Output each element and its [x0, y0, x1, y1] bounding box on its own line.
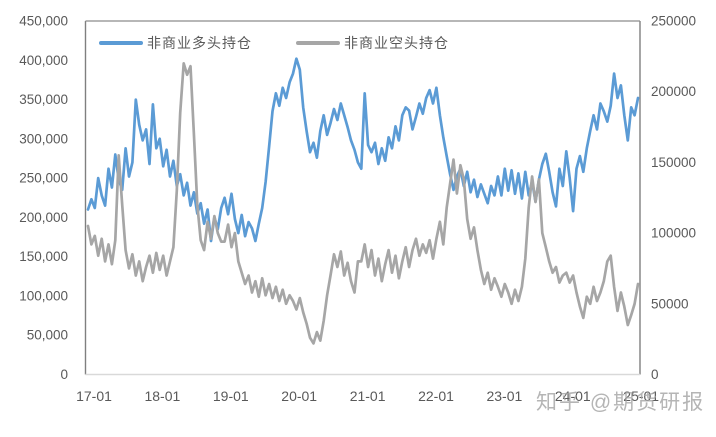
- right-axis-tick-label: 200000: [651, 84, 696, 99]
- legend-label: 非商业多头持仓: [147, 35, 252, 51]
- x-axis-tick-label: 25-01: [623, 388, 659, 404]
- watermark: 知乎 @期货研报: [536, 391, 706, 414]
- legend-label: 非商业空头持仓: [344, 35, 449, 51]
- x-axis-tick-label: 21-01: [350, 388, 386, 404]
- right-axis-tick-label: 100000: [651, 226, 696, 241]
- left-axis-tick-label: 100,000: [19, 288, 68, 303]
- right-axis-tick-label: 50000: [651, 296, 689, 311]
- legend-item-short: 非商业空头持仓: [296, 33, 449, 53]
- left-axis-tick-label: 300,000: [19, 131, 68, 146]
- legend-marker-short: [296, 41, 340, 45]
- left-axis-tick-label: 200,000: [19, 210, 68, 225]
- x-axis-tick-label: 24-01: [555, 388, 591, 404]
- left-axis-tick-label: 250,000: [19, 171, 68, 186]
- legend-marker-long: [99, 41, 143, 45]
- x-axis-tick-label: 20-01: [281, 388, 317, 404]
- left-axis-tick-label: 400,000: [19, 53, 68, 68]
- short-positions-line: [86, 62, 640, 345]
- left-axis-tick-label: 350,000: [19, 92, 68, 107]
- legend: 非商业多头持仓 非商业空头持仓: [99, 33, 449, 53]
- left-axis-tick-label: 450,000: [19, 14, 68, 29]
- x-axis-tick-label: 17-01: [76, 388, 112, 404]
- x-axis-tick-label: 23-01: [486, 388, 522, 404]
- right-axis-tick-label: 250000: [651, 14, 696, 29]
- x-axis-tick-label: 18-01: [144, 388, 180, 404]
- left-axis-tick-label: 150,000: [19, 249, 68, 264]
- right-axis-tick-label: 0: [651, 367, 659, 382]
- left-axis-tick-label: 0: [60, 367, 68, 382]
- long-positions-line: [86, 57, 640, 243]
- right-axis-tick-label: 150000: [651, 155, 696, 170]
- left-axis-tick-label: 50,000: [27, 328, 68, 343]
- legend-item-long: 非商业多头持仓: [99, 33, 252, 53]
- x-axis-tick-label: 19-01: [213, 388, 249, 404]
- x-axis-tick-label: 22-01: [418, 388, 454, 404]
